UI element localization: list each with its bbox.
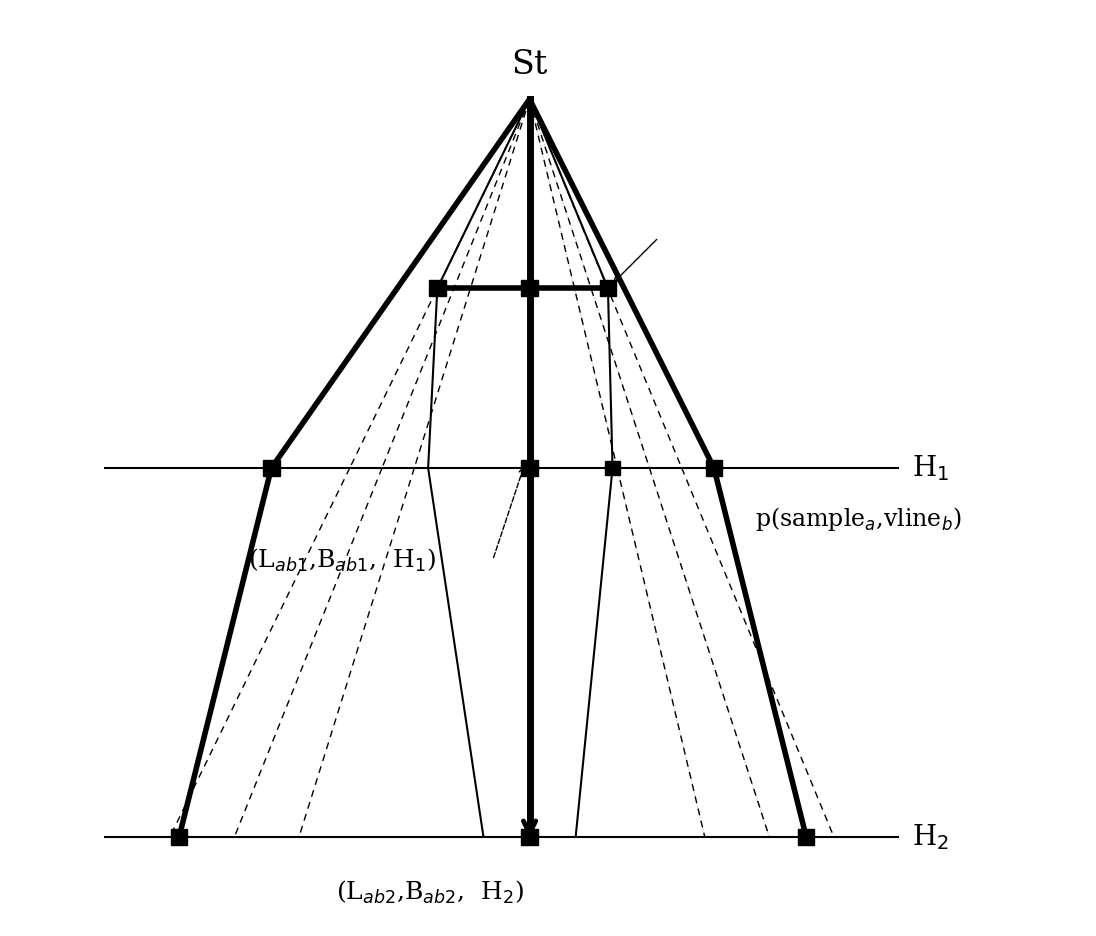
Polygon shape [522,828,538,845]
Text: H$_2$: H$_2$ [912,822,949,852]
Polygon shape [605,461,619,475]
Text: H$_1$: H$_1$ [912,453,949,483]
Text: p(sample$_a$,vline$_b$): p(sample$_a$,vline$_b$) [755,505,962,533]
Polygon shape [171,828,187,845]
Polygon shape [798,828,814,845]
Text: (L$_{ab2}$,B$_{ab2}$,  H$_2$): (L$_{ab2}$,B$_{ab2}$, H$_2$) [335,879,524,906]
Polygon shape [522,460,538,476]
Text: (L$_{ab1}$,B$_{ab1}$,  H$_1$): (L$_{ab1}$,B$_{ab1}$, H$_1$) [249,547,436,574]
Polygon shape [706,460,722,476]
Polygon shape [263,460,279,476]
Polygon shape [600,280,616,297]
Text: St: St [512,49,548,80]
Polygon shape [522,280,538,297]
Polygon shape [429,280,446,297]
